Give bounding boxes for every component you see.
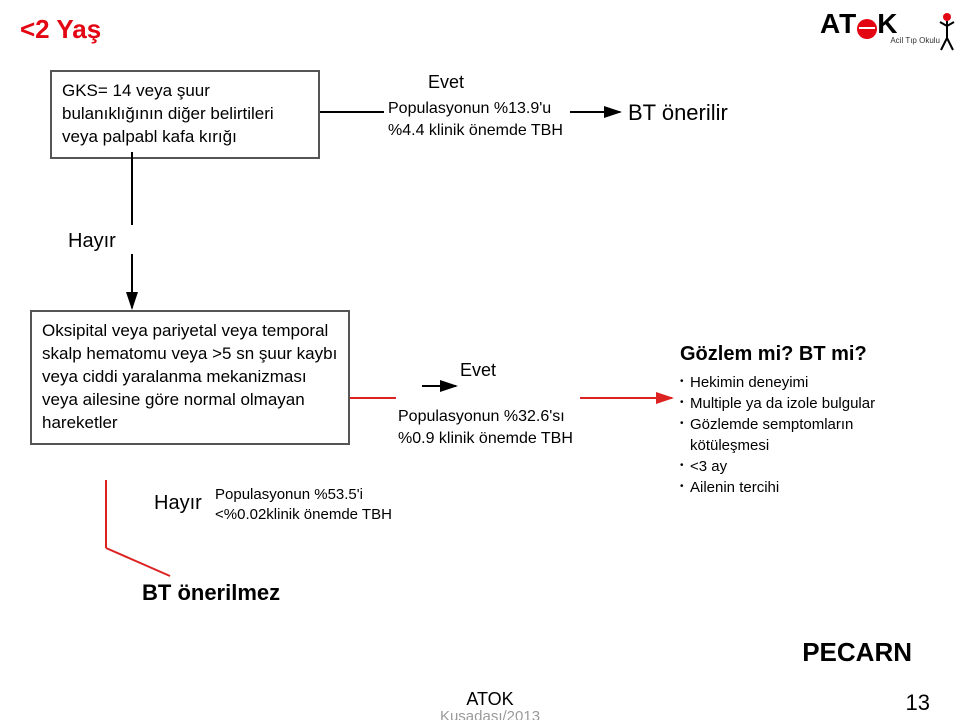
hayir-1-label: Hayır <box>68 228 116 255</box>
page-number: 13 <box>906 690 930 716</box>
footer-atok-main: ATOK <box>430 689 550 710</box>
criteria-box-1: GKS= 14 veya şuur bulanıklığının diğer b… <box>50 70 320 159</box>
obs-item: <3 ay <box>680 456 930 477</box>
evet-1-sub2: %4.4 klinik önemde TBH <box>388 120 563 142</box>
pecarn-label: PECARN <box>802 637 912 668</box>
criteria-box-2: Oksipital veya pariyetal veya temporal s… <box>30 310 350 445</box>
bt-not-recommended: BT önerilmez <box>142 580 280 606</box>
hayir-2-sub2: <%0.02klinik önemde TBH <box>215 505 392 525</box>
evet-1-label: Evet <box>428 70 464 94</box>
bt-recommended: BT önerilir <box>628 100 728 126</box>
obs-item: Hekimin deneyimi <box>680 372 930 393</box>
footer-atok: ATOK Kuşadası/2013 <box>430 689 550 720</box>
evet-1-sub1: Populasyonun %13.9'u <box>388 98 551 120</box>
observation-header: Gözlem mi? BT mi? <box>680 340 930 368</box>
hayir-2-sub1: Populasyonun %53.5'i <box>215 485 363 505</box>
obs-item: Ailenin tercihi <box>680 477 930 498</box>
logo-text-1: AT <box>820 8 857 39</box>
person-icon <box>938 12 956 52</box>
hayir-2-label: Hayır <box>154 490 202 517</box>
evet-2-sub1: Populasyonun %32.6'sı <box>398 406 565 428</box>
evet-2-sub2: %0.9 klinik önemde TBH <box>398 428 573 450</box>
observation-list: Gözlem mi? BT mi? Hekimin deneyimi Multi… <box>680 340 930 498</box>
logo: ATK Acil Tıp Okulu <box>820 8 940 62</box>
heart-icon <box>857 19 877 39</box>
logo-text-2: K <box>877 8 898 39</box>
page-title: <2 Yaş <box>20 14 101 45</box>
footer-atok-sub: Kuşadası/2013 <box>430 708 550 720</box>
obs-item: Multiple ya da izole bulgular <box>680 393 930 414</box>
evet-2-label: Evet <box>460 358 496 382</box>
obs-item: Gözlemde semptomların kötüleşmesi <box>680 414 930 456</box>
